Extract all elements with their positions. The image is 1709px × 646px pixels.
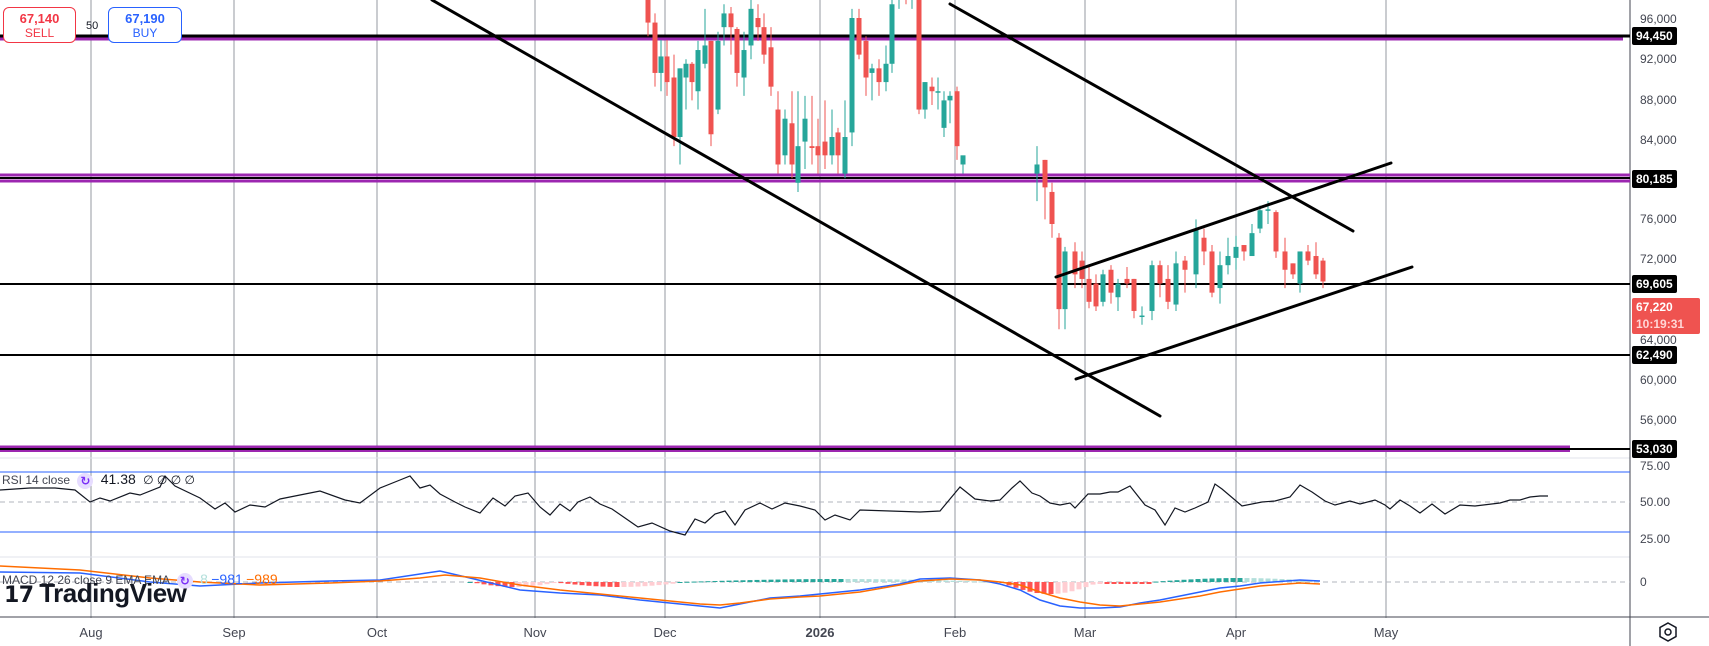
rsi-legend[interactable]: RSI 14 close ↻ 41.38 ∅ ∅ ∅ ∅ [2, 471, 195, 489]
macd-pane [0, 565, 1630, 609]
svg-text:64,000: 64,000 [1640, 333, 1677, 347]
svg-text:56,000: 56,000 [1640, 413, 1677, 427]
logo-icon: 𝟭𝟳 [4, 582, 40, 607]
buy-button[interactable]: 67,190 BUY [108, 7, 182, 43]
svg-text:Dec: Dec [653, 625, 677, 640]
svg-text:Mar: Mar [1074, 625, 1097, 640]
svg-text:Oct: Oct [367, 625, 388, 640]
svg-text:Aug: Aug [79, 625, 102, 640]
sell-label: SELL [24, 26, 55, 40]
level-tag-69605: 69,605 [1632, 275, 1677, 293]
cycle-icon[interactable]: ↻ [176, 572, 193, 589]
macd-signal-line [0, 565, 1321, 607]
svg-text:88,000: 88,000 [1640, 93, 1677, 107]
sell-button[interactable]: 67,140 SELL [3, 7, 76, 43]
rsi-extra-values: ∅ ∅ ∅ ∅ [143, 473, 195, 487]
svg-text:92,000: 92,000 [1640, 52, 1677, 66]
macd-line [0, 570, 1321, 609]
price-candles [645, 0, 1326, 330]
settings-icon[interactable] [1658, 622, 1678, 642]
buy-price: 67,190 [125, 11, 165, 26]
svg-text:Nov: Nov [523, 625, 547, 640]
time-grid [90, 0, 1387, 618]
level-tag-80185: 80,185 [1632, 170, 1677, 188]
rsi-pane [0, 471, 1630, 536]
macd-legend[interactable]: MACD 12 26 close 9 EMA EMA ↻ 8 −981 −989 [2, 571, 278, 589]
buy-label: BUY [132, 26, 158, 40]
svg-text:2026: 2026 [806, 625, 835, 640]
cycle-icon[interactable]: ↻ [77, 472, 94, 489]
last-price: 67,220 [1636, 300, 1673, 314]
bar-countdown: 10:19:31 [1636, 317, 1685, 331]
time-axis[interactable]: Aug Sep Oct Nov Dec 2026 Feb Mar Apr May [79, 625, 1398, 640]
trendlines[interactable] [430, 0, 1414, 418]
svg-text:0: 0 [1640, 575, 1647, 589]
svg-text:25.00: 25.00 [1640, 532, 1670, 546]
last-price-tag: 67,220 10:19:31 [1632, 298, 1700, 334]
svg-text:50.00: 50.00 [1640, 495, 1670, 509]
svg-text:75.00: 75.00 [1640, 459, 1670, 473]
price-axis[interactable]: 96,000 92,000 88,000 84,000 76,000 72,00… [1640, 12, 1677, 589]
sell-price: 67,140 [19, 11, 60, 26]
macd-hist-value: 8 [200, 571, 208, 587]
rsi-line [0, 474, 1548, 536]
svg-text:May: May [1374, 625, 1399, 640]
rsi-legend-name: RSI 14 close [2, 473, 71, 487]
macd-value: −981 [211, 571, 243, 587]
tradingview-logo[interactable]: 𝟭𝟳 TradingView [4, 578, 187, 608]
svg-text:84,000: 84,000 [1640, 133, 1677, 147]
level-tag-94450: 94,450 [1632, 27, 1677, 45]
svg-text:76,000: 76,000 [1640, 212, 1677, 226]
svg-text:Sep: Sep [222, 625, 245, 640]
svg-text:96,000: 96,000 [1640, 12, 1677, 26]
spread-value: 50 [86, 20, 99, 32]
macd-legend-name: MACD 12 26 close 9 EMA EMA [2, 573, 170, 587]
svg-text:Apr: Apr [1226, 625, 1247, 640]
level-tag-62490: 62,490 [1632, 346, 1677, 364]
rsi-value: 41.38 [100, 471, 136, 487]
level-tag-53030: 53,030 [1632, 440, 1677, 458]
svg-text:60,000: 60,000 [1640, 373, 1677, 387]
svg-text:Feb: Feb [944, 625, 966, 640]
macd-signal-value: −989 [246, 571, 278, 587]
svg-text:72,000: 72,000 [1640, 252, 1677, 266]
support-resistance-levels[interactable] [0, 34, 1630, 452]
